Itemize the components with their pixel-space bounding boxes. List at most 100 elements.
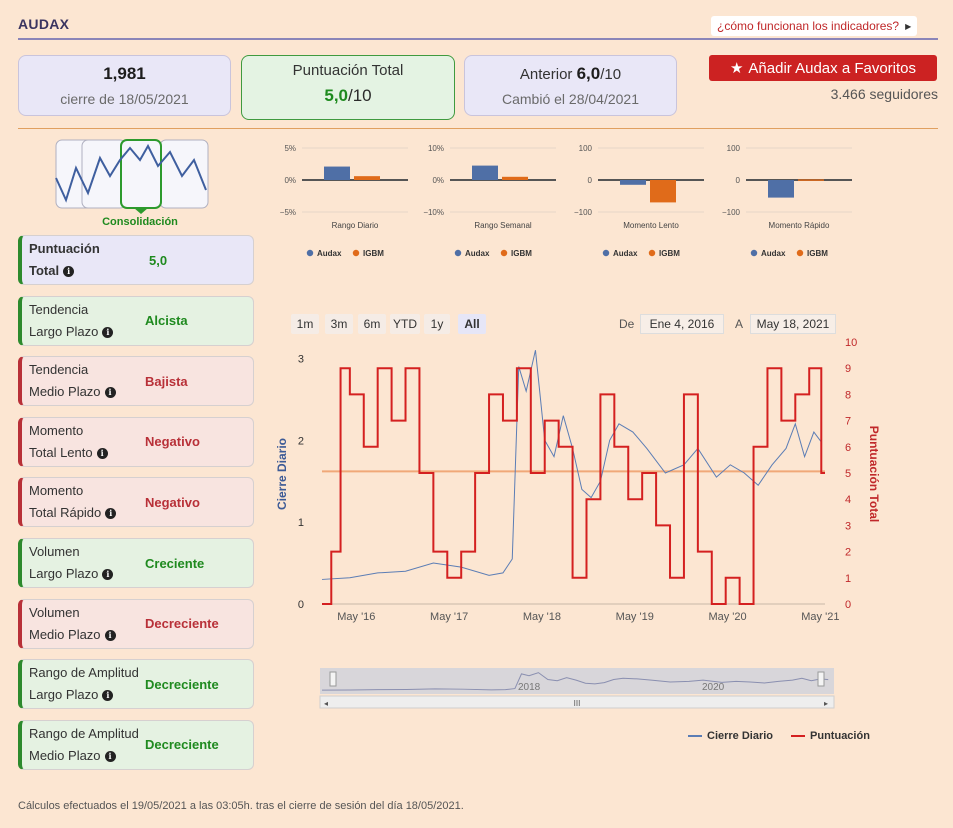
indicator-card[interactable]: Tendencia Largo Plazo i Alcista [18,295,254,346]
score-denominator: /10 [348,86,372,105]
bar-igbm[interactable] [502,176,528,180]
scrollbar-grip[interactable]: III [574,699,581,708]
series-close-line[interactable] [321,350,822,580]
previous-value: 6,0 [576,64,601,83]
indicator-name-text: Total Lento [29,444,93,460]
bar-igbm[interactable] [798,179,824,181]
bar-igbm[interactable] [354,176,380,180]
indicator-card[interactable]: Volumen Medio Plazo i Decreciente [18,598,254,649]
help-link[interactable]: ¿cómo funcionan los indicadores? ▶ [711,16,918,36]
info-icon[interactable]: i [105,508,117,520]
main-chart[interactable]: May '16 May '17 May '18 May '19 May '20 May '… [270,334,890,634]
x-tick-label: May '20 [708,611,746,623]
indicator-value: Bajista [145,373,188,389]
indicator-name-line1: Momento [29,483,84,499]
indicator-name-text: Largo Plazo [29,323,99,339]
indicator-card[interactable]: Puntuación Total i 5,0 [18,235,254,285]
from-date-input[interactable]: Ene 4, 2016 [640,314,724,334]
close-value: 1,981 [103,64,146,83]
mini-legend-label[interactable]: Audax [317,249,342,258]
legend-item-score[interactable]: Puntuación [791,730,870,742]
x-tick-label: May '18 [523,611,561,623]
info-icon[interactable]: i [104,750,116,762]
info-icon[interactable]: i [104,387,116,399]
info-icon[interactable]: i [102,690,114,702]
mini-legend-label[interactable]: Audax [613,249,638,258]
indicator-name-line2: Total Lento i [29,442,145,464]
mini-bar-chart: 100 0 −100 Momento Rápido Audax IGBM [722,144,852,258]
indicator-card[interactable]: Momento Total Rápido i Negativo [18,477,254,528]
indicator-name: Puntuación Total i [29,238,145,282]
indicator-card[interactable]: Volumen Largo Plazo i Creciente [18,538,254,588]
y-right-tick: 8 [845,389,851,401]
indicator-card[interactable]: Tendencia Medio Plazo i Bajista [18,356,254,407]
indicator-card[interactable]: Rango de Amplitud Medio Plazo i Decreciente [18,719,254,770]
range-button-3m[interactable]: 3m [325,314,353,334]
indicator-value: 5,0 [149,252,168,268]
indicator-name-text: Total [29,263,60,278]
info-icon[interactable]: i [104,629,116,641]
series-score-line[interactable] [322,367,825,605]
navigator-handle-left[interactable] [329,671,337,687]
y-left-tick: 0 [298,599,304,611]
mini-legend-label[interactable]: IGBM [363,249,384,258]
mini-x-label: Rango Semanal [474,221,532,230]
navigator-handle-right[interactable] [817,671,825,687]
navigator-series [321,672,829,691]
indicator-name-line1: Volumen [29,604,80,620]
y-left-tick: 1 [298,517,304,529]
indicator-card[interactable]: Rango de Amplitud Largo Plazo i Decreciente [18,659,254,710]
legend-dot [750,249,758,257]
mini-legend-label[interactable]: Audax [465,249,490,258]
mini-y-tick: 100 [727,144,741,153]
bar-audax[interactable] [768,180,794,198]
mini-legend-label[interactable]: IGBM [807,249,828,258]
to-date-input[interactable]: May 18, 2021 [750,314,836,334]
range-button-ytd[interactable]: YTD [390,314,420,334]
indicator-name-line2: Medio Plazo i [29,745,145,767]
scroll-left-arrow-icon[interactable]: ◂ [324,699,328,708]
range-button-all[interactable]: All [458,314,486,334]
range-button-1m[interactable]: 1m [291,314,319,334]
x-tick-label: May '19 [616,611,654,623]
mini-legend-label[interactable]: IGBM [511,249,532,258]
indicator-name-line2: Largo Plazo i [29,563,145,585]
indicator-name: Tendencia Largo Plazo i [29,299,145,343]
bar-audax[interactable] [620,180,646,185]
indicator-name-text: Largo Plazo [29,687,99,703]
info-icon[interactable]: i [102,326,114,338]
mini-legend-label[interactable]: IGBM [659,249,680,258]
legend-dot [500,249,508,257]
indicator-name: Tendencia Medio Plazo i [29,359,145,403]
mini-legend-label[interactable]: Audax [761,249,786,258]
legend-label-close: Cierre Diario [707,730,774,742]
bar-igbm[interactable] [650,180,676,203]
mini-y-tick: −5% [280,208,296,217]
legend-dot [306,249,314,257]
indicator-card[interactable]: Momento Total Lento i Negativo [18,416,254,467]
footer-note: Cálculos efectuados el 19/05/2021 a las … [18,800,464,812]
x-tick-label: May '16 [337,611,375,623]
info-icon[interactable]: i [63,266,75,278]
indicator-name-line2: Largo Plazo i [29,321,145,343]
x-tick-label: May '17 [430,611,468,623]
info-icon[interactable]: i [96,447,108,459]
y-right-tick: 6 [845,442,851,454]
previous-change-date: Cambió el 28/04/2021 [502,91,639,107]
mini-y-tick: 0 [588,176,593,185]
legend-item-close[interactable]: Cierre Diario [688,730,773,742]
info-icon[interactable]: i [102,569,114,581]
navigator[interactable]: 2018 2020 III ◂ ▸ [318,666,838,710]
indicator-name-line2: Total Rápido i [29,502,145,524]
range-button-6m[interactable]: 6m [358,314,386,334]
add-favorites-button[interactable]: ★ Añadir Audax a Favoritos [709,55,937,81]
mini-y-tick: 100 [579,144,593,153]
bar-audax[interactable] [472,165,498,180]
range-button-1y[interactable]: 1y [424,314,450,334]
scroll-right-arrow-icon[interactable]: ▸ [824,699,828,708]
navigator-scrollbar[interactable] [319,695,835,709]
score-card: Puntuación Total 5,0/10 [241,55,455,120]
close-card: 1,981 cierre de 18/05/2021 [18,55,231,116]
bar-audax[interactable] [324,166,350,180]
mini-y-tick: 10% [428,144,444,153]
